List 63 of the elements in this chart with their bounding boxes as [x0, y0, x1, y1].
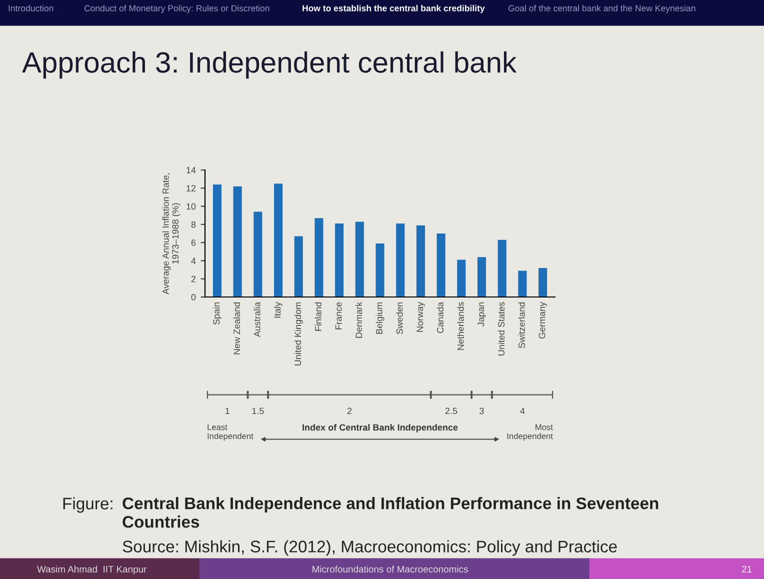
x-tick-label: Switzerland — [518, 302, 525, 348]
text: 4 — [520, 408, 525, 414]
y-tick-label: 14 — [186, 167, 196, 174]
x-tick-label: New Zealand — [233, 302, 240, 354]
text: Figure: — [63, 497, 112, 513]
bar — [212, 184, 222, 297]
y-tick-label: 8 — [191, 221, 196, 228]
text: Most Independent — [507, 424, 553, 441]
text: 21 — [742, 566, 752, 572]
y-tick-label: 0 — [191, 294, 196, 300]
text: Least Independent — [208, 424, 254, 441]
bar — [396, 224, 405, 297]
y-axis-title: Average Annual Inflation Rate, 1973–1988 (%) — [162, 173, 180, 294]
text: Central Bank Independence and Inflation Performance in Seventeen Countries — [122, 497, 658, 528]
x-tick-label: Germany — [538, 302, 547, 339]
bar — [274, 184, 283, 297]
text: Wasim Ahmad IIT Kanpur — [37, 566, 147, 574]
text: Microfoundations of Macroeconomics — [312, 566, 468, 573]
bar — [538, 268, 548, 297]
text: How to establish the central bank credibility — [302, 4, 485, 14]
x-tick-label: Canada — [436, 302, 444, 334]
bar — [518, 270, 527, 297]
x-tick-label: Denmark — [355, 302, 362, 338]
x-tick-label: Australia — [254, 302, 260, 337]
x-tick-label: Spain — [213, 302, 222, 325]
y-tick-label: 4 — [191, 258, 196, 264]
text: Introduction — [8, 4, 54, 12]
x-tick-label: Italy — [274, 302, 282, 318]
text: 3 — [480, 408, 484, 414]
text: Goal of the central bank and the New Keynesian — [508, 4, 696, 14]
y-tick-label: 2 — [191, 276, 196, 282]
x-tick-label: Norway — [416, 302, 425, 332]
bar — [314, 218, 324, 297]
bar — [457, 260, 466, 297]
bar — [294, 236, 303, 297]
bar — [355, 222, 364, 297]
source-note: Source: Mishkin, S.F. (2012), Macroeconomics: Policy and Practice — [122, 540, 617, 556]
y-tick-label: 10 — [186, 203, 196, 210]
x-tick-label: United States — [498, 302, 505, 356]
text: 2 — [347, 408, 352, 414]
x-tick-label: Netherlands — [457, 302, 464, 350]
bar — [335, 224, 344, 297]
chart-title: Approach 3: Independent central bank — [22, 51, 517, 79]
y-tick-label: 6 — [191, 240, 196, 246]
bar — [498, 240, 506, 297]
text: 1 — [226, 408, 230, 414]
x-tick-label: Sweden — [396, 302, 403, 334]
text: 1.5 — [252, 408, 264, 414]
bar — [436, 234, 446, 297]
bar — [477, 257, 486, 297]
x-tick-label: United Kingdom — [294, 302, 303, 366]
bar — [233, 186, 242, 297]
x-tick-label: France — [335, 302, 342, 330]
y-tick-label: 12 — [186, 185, 196, 192]
x-tick-label: Finland — [314, 302, 322, 331]
bar — [254, 212, 262, 297]
x-tick-label: Japan — [478, 302, 486, 326]
bar — [376, 243, 384, 297]
x-tick-label: Belgium — [376, 302, 384, 334]
bar — [416, 225, 425, 297]
text: Conduct of Monetary Policy: Rules or Discretion — [84, 4, 270, 14]
text: 2.5 — [445, 408, 458, 414]
text: Index of Central Bank Independence — [302, 424, 458, 432]
